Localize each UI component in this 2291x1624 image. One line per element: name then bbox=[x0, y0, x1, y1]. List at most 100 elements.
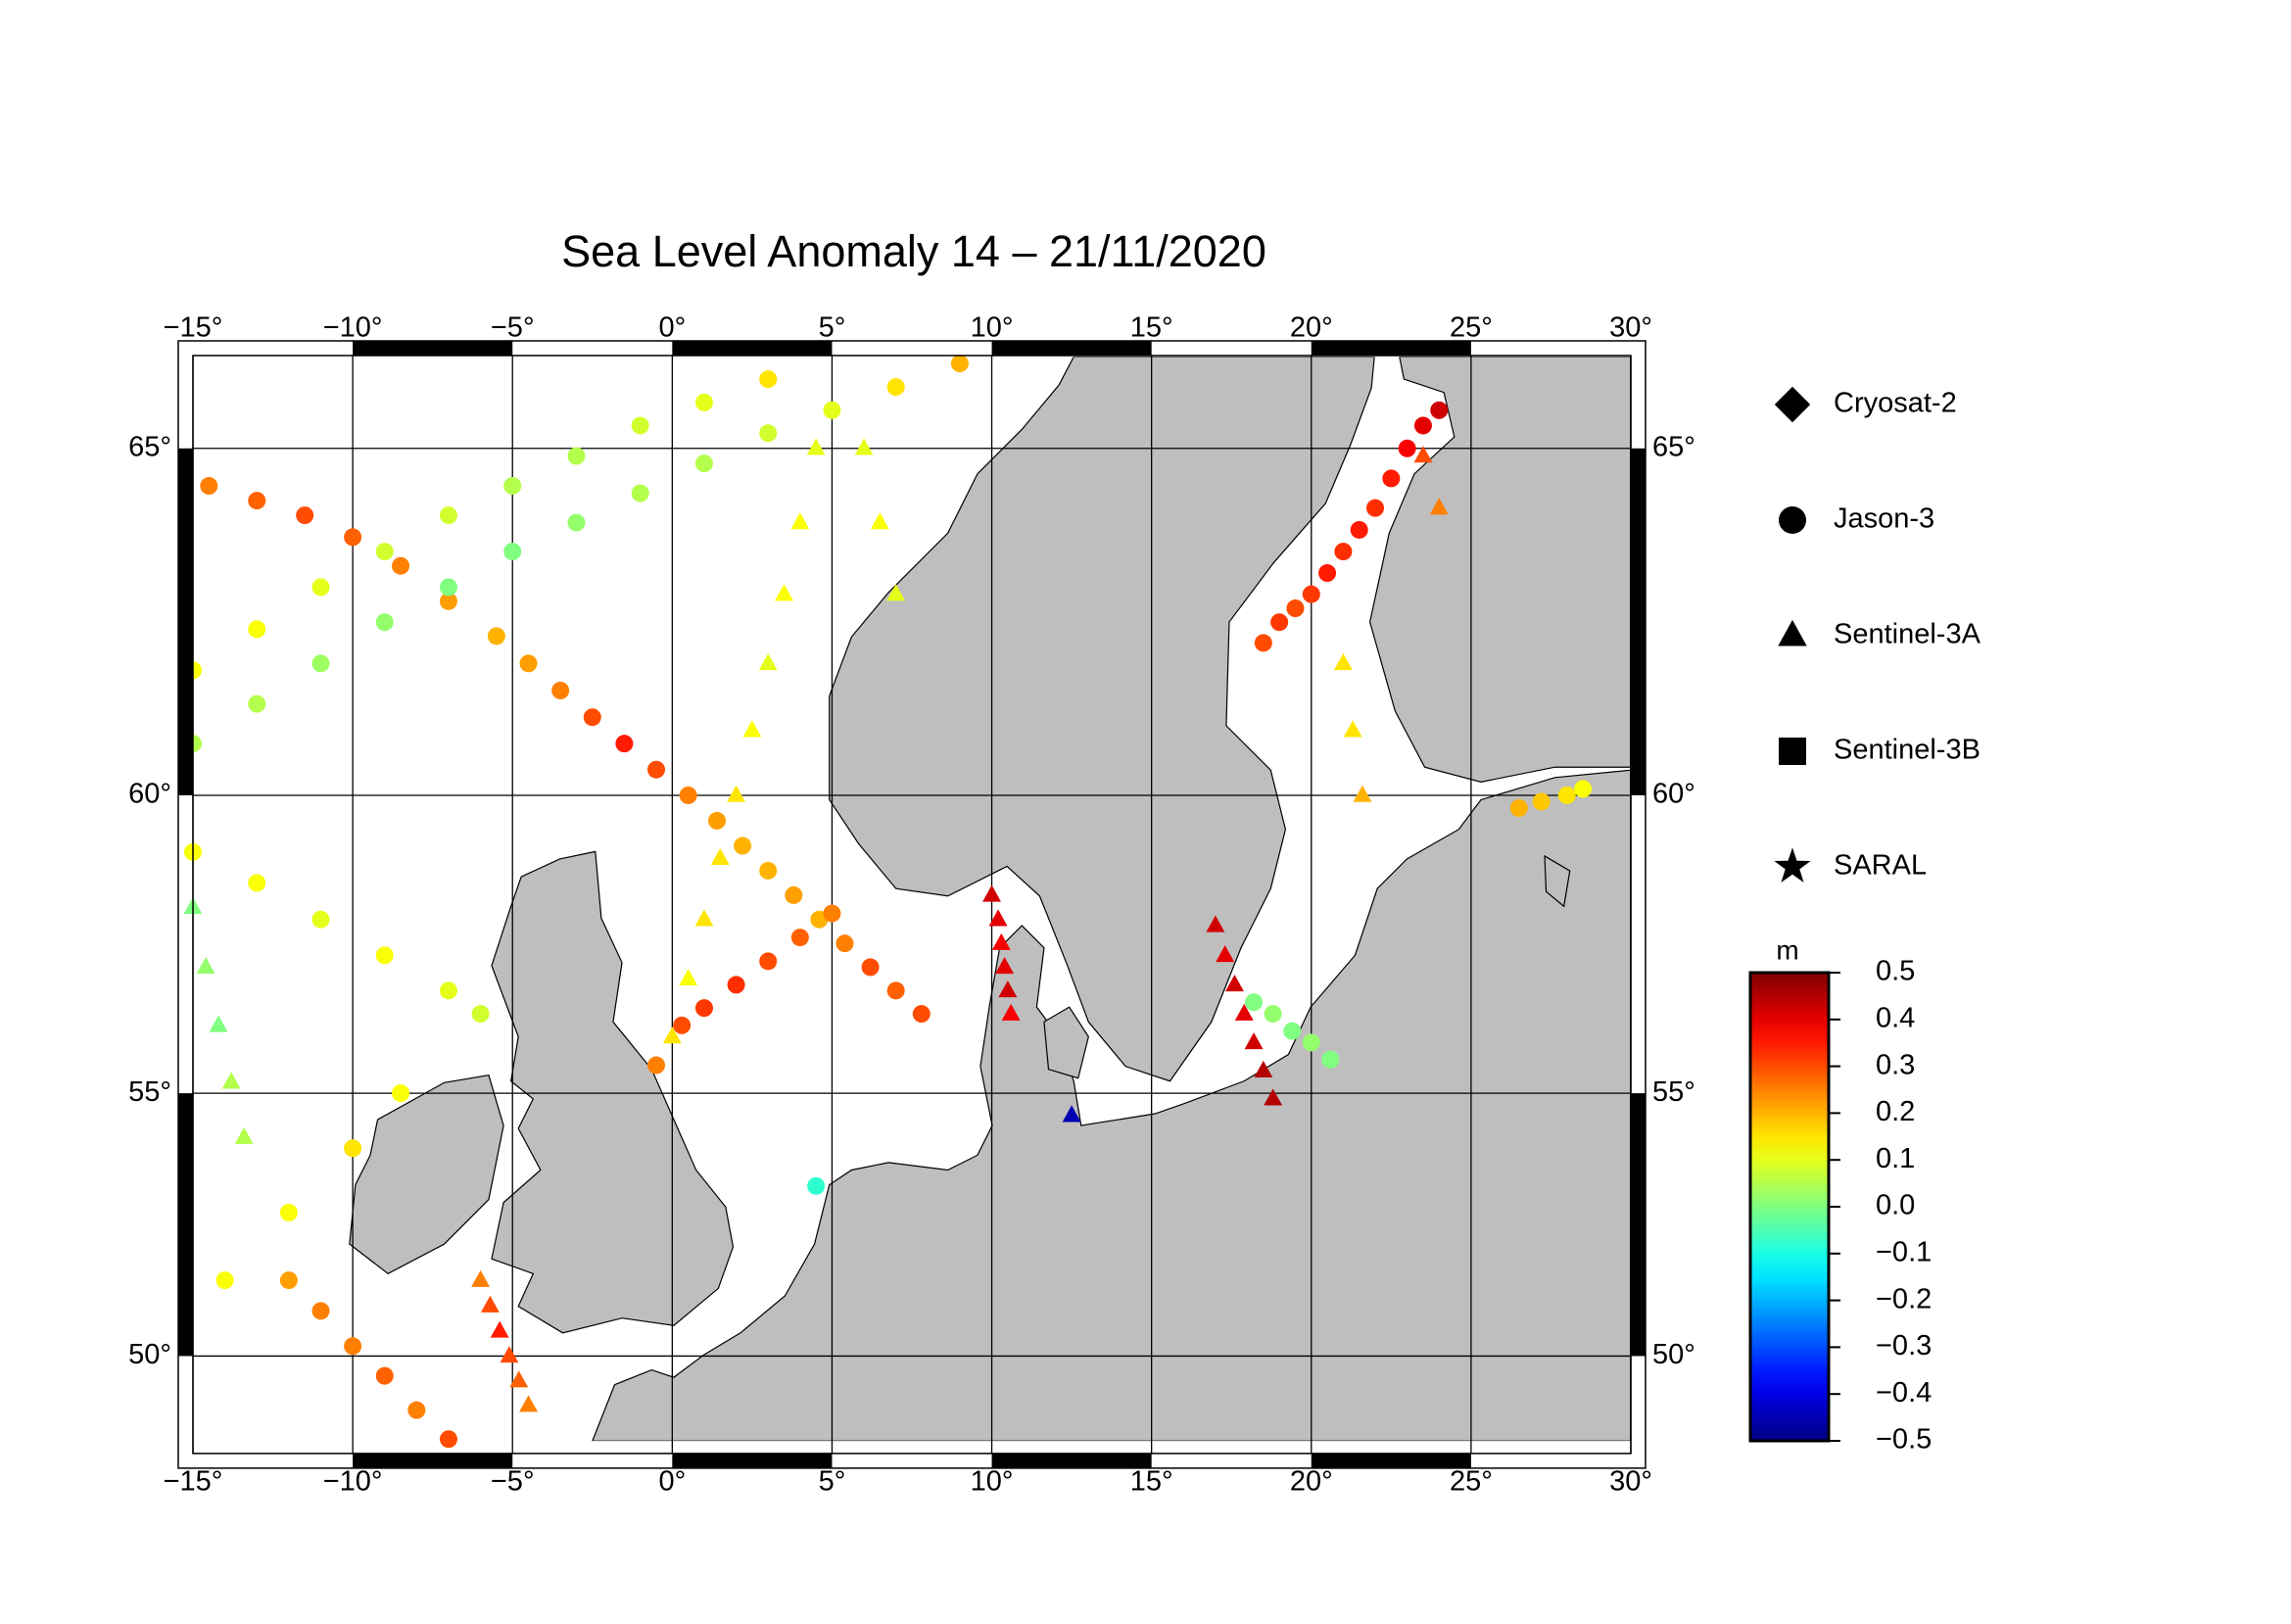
colorbar-tick-label: 0.3 bbox=[1876, 1049, 1915, 1080]
marker-triangle bbox=[988, 909, 1008, 927]
marker-circle bbox=[647, 760, 666, 779]
marker-circle bbox=[1283, 1022, 1302, 1040]
marker-triangle bbox=[209, 1015, 228, 1032]
marker-circle bbox=[567, 513, 586, 532]
marker-triangle bbox=[758, 652, 778, 671]
marker-triangle bbox=[234, 1126, 254, 1144]
colorbar-tick-label: −0.5 bbox=[1876, 1424, 1932, 1456]
marker-circle bbox=[1574, 780, 1593, 798]
marker-circle bbox=[407, 1401, 426, 1419]
frame-bar bbox=[672, 1453, 833, 1468]
marker-circle bbox=[1318, 564, 1337, 583]
marker-triangle bbox=[806, 438, 826, 455]
colorbar-tick-label: −0.2 bbox=[1876, 1283, 1932, 1314]
marker-circle bbox=[344, 1337, 362, 1356]
x-tick-label: 10° bbox=[971, 1466, 1014, 1498]
legend: Cryosat-2 Jason-3 Sentinel-3A Sentinel-3B SA… bbox=[1774, 386, 1981, 883]
colorbar-tick-label: 0.1 bbox=[1876, 1143, 1915, 1174]
marker-circle bbox=[503, 543, 522, 561]
marker-circle bbox=[886, 378, 905, 397]
x-tick-label: −5° bbox=[491, 312, 535, 344]
x-tick-label: 15° bbox=[1130, 312, 1173, 344]
marker-triangle bbox=[991, 932, 1011, 950]
marker-circle bbox=[1350, 520, 1368, 539]
frame: −15° −15° −10° −10° −5° −5° 0° 0° 5° 5° 10° 10° 15° 1… bbox=[128, 312, 1695, 1498]
marker-circle bbox=[392, 556, 410, 575]
marker-circle bbox=[439, 506, 457, 525]
scandinavia bbox=[829, 357, 1375, 1082]
marker-circle bbox=[950, 355, 969, 373]
marker-circle bbox=[1366, 499, 1385, 517]
marker-square bbox=[1779, 738, 1806, 765]
marker-triangle bbox=[480, 1295, 500, 1313]
marker-circle bbox=[344, 1139, 362, 1158]
frame-bar bbox=[1631, 1093, 1646, 1357]
marker-circle bbox=[1430, 401, 1449, 419]
marker-diamond bbox=[1774, 386, 1811, 423]
marker-circle bbox=[311, 654, 330, 673]
marker-circle bbox=[1302, 1033, 1320, 1052]
marker-circle bbox=[912, 1005, 931, 1024]
marker-triangle bbox=[790, 512, 810, 530]
marker-triangle bbox=[998, 980, 1018, 998]
marker-triangle bbox=[196, 957, 215, 975]
marker-circle bbox=[785, 885, 803, 904]
marker-triangle bbox=[1244, 1031, 1264, 1050]
frame-outer bbox=[177, 340, 1647, 1469]
y-tick-label: 60° bbox=[1652, 779, 1695, 810]
marker-circle bbox=[279, 1203, 298, 1221]
marker-circle bbox=[1532, 792, 1551, 811]
marker-circle bbox=[215, 1271, 234, 1290]
y-tick-label: 65° bbox=[1652, 431, 1695, 462]
marker-triangle bbox=[471, 1269, 491, 1287]
points bbox=[183, 355, 1593, 1449]
marker-circle bbox=[1302, 585, 1320, 603]
colorbar-tick-label: 0.4 bbox=[1876, 1002, 1915, 1033]
marker-circle bbox=[694, 393, 713, 411]
marker-circle bbox=[375, 946, 394, 965]
marker-triangle bbox=[694, 909, 714, 927]
marker-circle bbox=[439, 592, 457, 610]
colorbar-gradient bbox=[1748, 971, 1831, 1443]
marker-circle bbox=[311, 1302, 330, 1320]
marker-triangle bbox=[1062, 1105, 1081, 1122]
marker-triangle bbox=[679, 969, 698, 986]
x-tick-label: 5° bbox=[819, 1466, 846, 1498]
frame-bar bbox=[1631, 448, 1646, 795]
gotland bbox=[1544, 854, 1571, 908]
marker-triangle bbox=[1343, 720, 1362, 738]
marker-circle bbox=[708, 811, 727, 830]
colorbar-tick-label: −0.3 bbox=[1876, 1330, 1932, 1361]
marker-triangle bbox=[500, 1346, 519, 1363]
marker-circle bbox=[759, 424, 778, 443]
marker-circle bbox=[615, 735, 634, 753]
x-tick-label: 30° bbox=[1609, 1466, 1652, 1498]
marker-circle bbox=[727, 976, 745, 994]
marker-circle bbox=[248, 620, 266, 639]
marker-triangle bbox=[775, 584, 793, 601]
marker-triangle bbox=[1429, 498, 1449, 515]
marker-circle bbox=[311, 910, 330, 929]
marker-triangle bbox=[1413, 446, 1433, 463]
marker-circle bbox=[1286, 599, 1305, 618]
marker-triangle bbox=[1234, 1003, 1254, 1021]
marker-triangle bbox=[995, 957, 1015, 975]
marker-circle bbox=[1334, 543, 1353, 561]
marker-triangle bbox=[1254, 1060, 1273, 1078]
x-tick-label: −15° bbox=[164, 1466, 223, 1498]
colorbar-tick-label: −0.4 bbox=[1876, 1377, 1932, 1409]
marker-circle bbox=[375, 613, 394, 632]
marker-circle bbox=[503, 477, 522, 496]
x-tick-label: −10° bbox=[323, 312, 383, 344]
x-tick-label: 15° bbox=[1130, 1466, 1173, 1498]
colorbar: m 0.5 0.4 0.3 0.2 0.1 0.0 −0.1 −0.2 −0.3 −0.4 −0.5 bbox=[1748, 934, 1932, 1456]
marker-circle bbox=[311, 578, 330, 597]
marker-triangle bbox=[1778, 619, 1807, 646]
colorbar-tick-label: 0.2 bbox=[1876, 1096, 1915, 1127]
marker-triangle bbox=[742, 720, 762, 738]
marker-triangle bbox=[870, 512, 889, 530]
x-tick-label: 0° bbox=[658, 312, 686, 344]
marker-circle bbox=[439, 981, 457, 1000]
x-tick-label: −10° bbox=[323, 1466, 383, 1498]
